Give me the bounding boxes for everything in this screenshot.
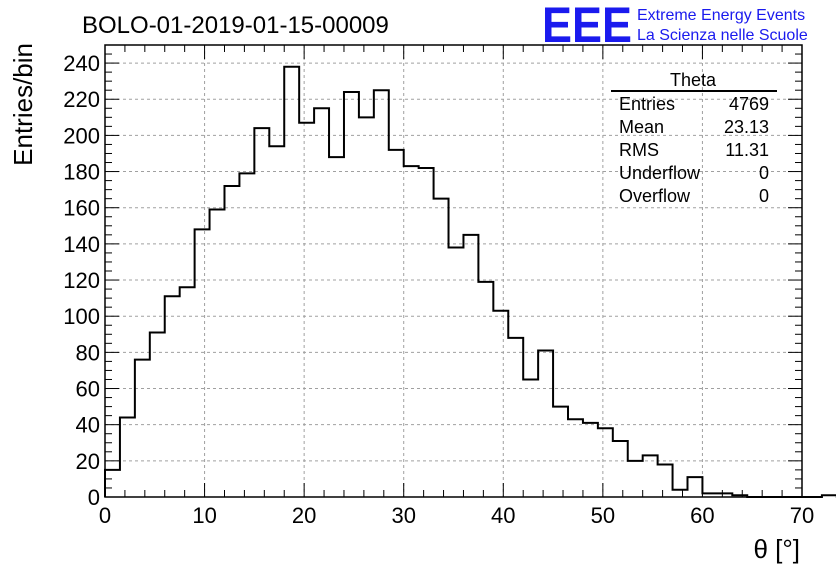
y-tick-label: 220 [63,87,100,112]
y-axis-label: Entries/bin [8,43,38,166]
y-tick-label: 240 [63,51,100,76]
x-tick-label: 10 [192,503,216,528]
stats-box: Theta Entries 4769 Mean 23.13 RMS 11.31 Underf… [611,70,777,206]
stats-row-value: 0 [759,186,769,206]
stats-rows: Entries 4769 Mean 23.13 RMS 11.31 Underflow 0 Ov… [619,94,769,206]
stats-row-value: 0 [759,163,769,183]
x-tick-label: 0 [99,503,111,528]
stats-row-label: Mean [619,117,664,137]
stats-title: Theta [670,70,717,90]
y-tick-label: 140 [63,232,100,257]
x-tick-label: 20 [292,503,316,528]
logo-mark: EEE [542,0,632,53]
stats-row-value: 11.31 [725,140,769,160]
y-tick-labels: 0 20 40 60 80 100 120 140 160 180 200 220 240 [63,51,100,510]
x-tick-label: 30 [391,503,415,528]
stats-row-label: RMS [619,140,659,160]
grid-lines [105,45,802,497]
y-tick-label: 100 [63,304,100,329]
stats-row-label: Entries [619,94,675,114]
eee-logo: EEE Extreme Energy Events La Scienza nel… [542,0,808,53]
x-tick-labels: 0 10 20 30 40 50 60 70 [99,503,814,528]
x-tick-label: 60 [690,503,714,528]
y-tick-label: 20 [76,449,100,474]
y-tick-label: 160 [63,196,100,221]
y-tick-label: 120 [63,268,100,293]
y-tick-label: 200 [63,123,100,148]
chart-title: BOLO-01-2019-01-15-00009 [82,12,389,39]
x-axis-label: θ [°] [753,534,800,564]
y-tick-label: 60 [76,377,100,402]
stats-row-label: Underflow [619,163,701,183]
plot-frame [104,44,803,498]
x-tick-label: 70 [790,503,814,528]
stats-row-label: Overflow [619,186,691,206]
y-tick-label: 180 [63,160,100,185]
stats-row-value: 23.13 [724,117,769,137]
y-tick-label: 40 [76,413,100,438]
x-tick-label: 40 [491,503,515,528]
histogram-series [104,65,836,498]
stats-row-value: 4769 [729,94,769,114]
logo-line1: Extreme Energy Events [637,7,805,24]
y-tick-label: 80 [76,340,100,365]
y-tick-label: 0 [88,485,100,510]
axis-ticks [104,44,803,498]
x-tick-label: 50 [591,503,615,528]
logo-line2: La Scienza nelle Scuole [637,27,808,44]
